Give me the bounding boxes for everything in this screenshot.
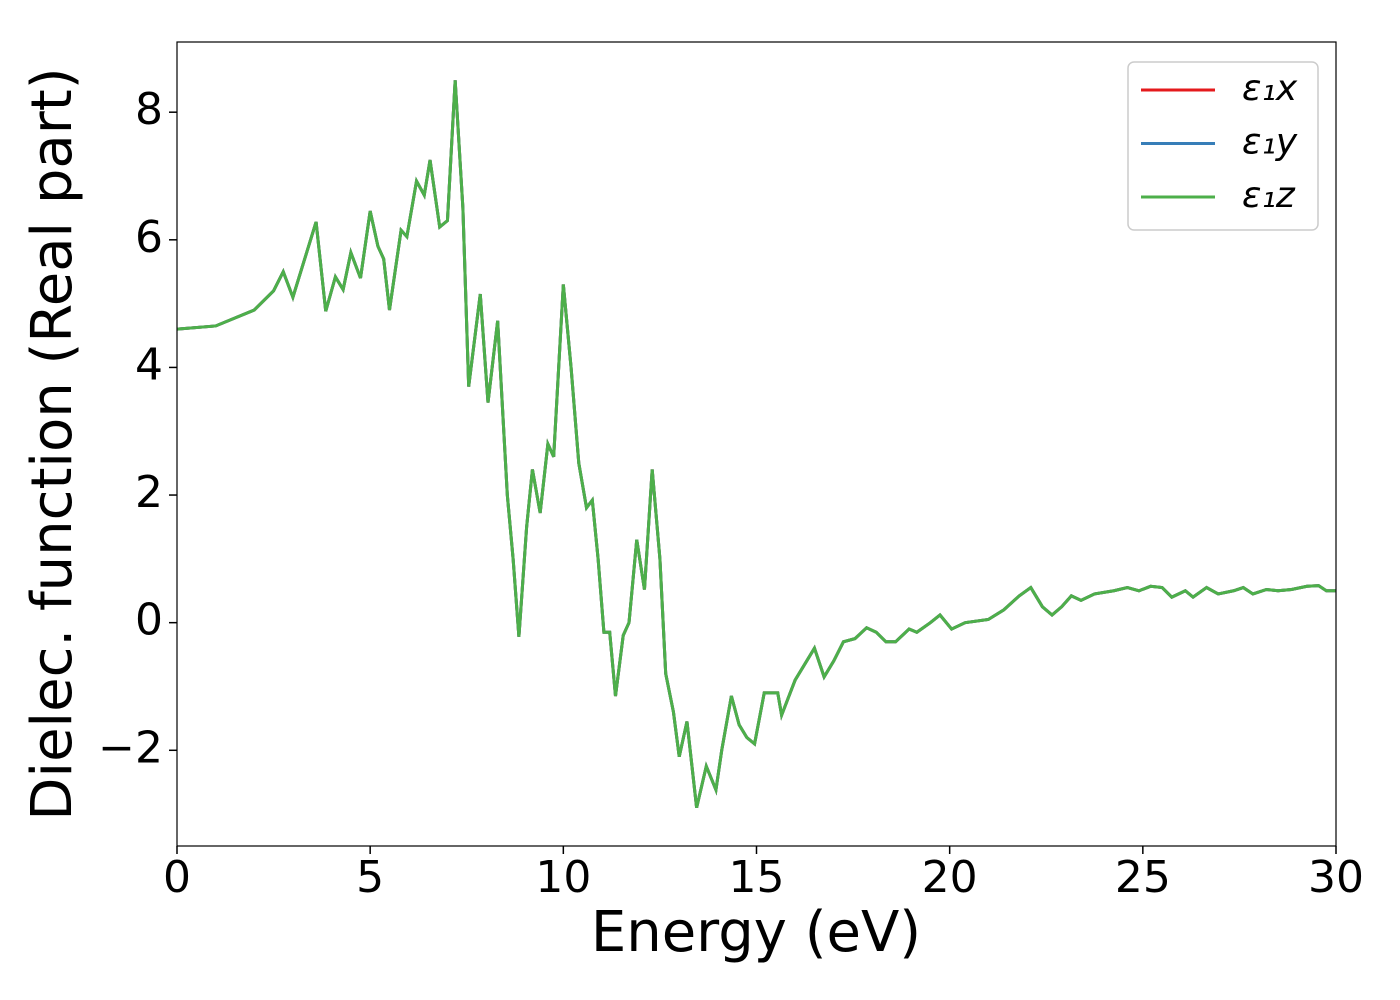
x-tick-label: 25 [1115, 852, 1171, 903]
y-tick-label: 4 [135, 339, 163, 390]
x-tick-label: 20 [922, 852, 978, 903]
x-tick-label: 15 [729, 852, 785, 903]
x-tick-label: 5 [356, 852, 384, 903]
y-tick-label: −2 [98, 722, 163, 773]
plot-frame [176, 41, 1337, 847]
legend-label: ε₁y [1242, 122, 1298, 163]
legend-box [1127, 61, 1319, 231]
y-tick-label: 2 [135, 467, 163, 518]
y-tick-label: 8 [135, 84, 163, 135]
y-axis-label: Dielec. function (Real part) [20, 67, 85, 820]
data-line [177, 80, 1336, 809]
legend-label: ε₁z [1242, 175, 1296, 216]
y-tick-label: 0 [135, 595, 163, 646]
x-axis-label: Energy (eV) [591, 900, 921, 965]
x-tick-label: 30 [1308, 852, 1364, 903]
x-tick-label: 0 [163, 852, 191, 903]
legend-label: ε₁x [1242, 68, 1298, 109]
y-tick-label: 6 [135, 212, 163, 263]
x-tick-label: 10 [535, 852, 591, 903]
